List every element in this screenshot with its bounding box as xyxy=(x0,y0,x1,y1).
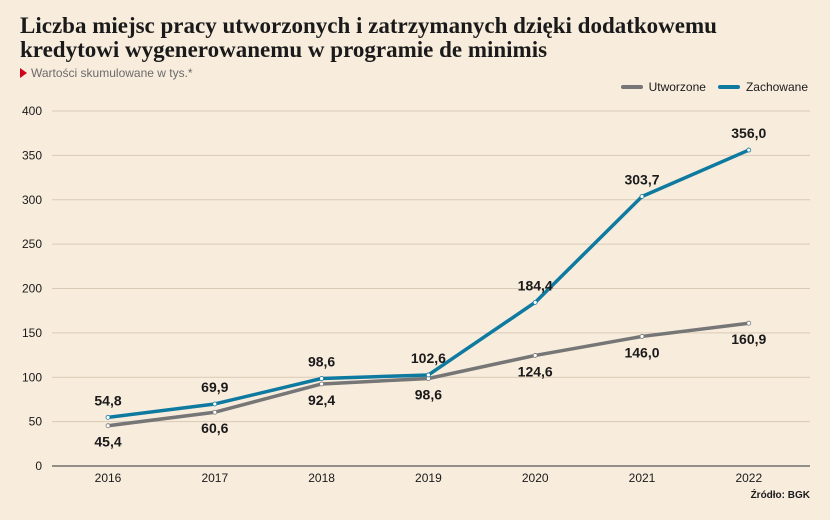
data-label: 60,6 xyxy=(201,420,228,436)
data-label: 98,6 xyxy=(415,386,442,402)
x-tick-label: 2021 xyxy=(629,471,656,485)
data-label: 92,4 xyxy=(308,392,335,408)
data-label: 356,0 xyxy=(731,125,766,141)
chart-title: Liczba miejsc pracy utworzonych i zatrzy… xyxy=(20,13,717,62)
x-tick-label: 2019 xyxy=(415,471,442,485)
y-tick-label: 100 xyxy=(22,370,42,384)
x-tick-label: 2016 xyxy=(95,471,122,485)
source-note: Źródło: BGK xyxy=(750,490,810,501)
x-tick-label: 2018 xyxy=(308,471,335,485)
data-point xyxy=(212,409,218,415)
y-tick-label: 350 xyxy=(22,148,42,162)
x-tick-label: 2020 xyxy=(522,471,549,485)
data-label: 45,4 xyxy=(94,434,121,450)
data-point xyxy=(319,381,325,387)
legend-item-zachowane: Zachowane xyxy=(717,80,808,94)
legend-label-zachowane: Zachowane xyxy=(745,80,808,94)
data-point xyxy=(105,414,111,420)
data-point xyxy=(212,401,218,407)
data-label: 98,6 xyxy=(308,353,335,369)
legend-item-utworzone: Utworzone xyxy=(620,80,706,94)
data-point xyxy=(746,320,752,326)
legend: Utworzone Zachowane xyxy=(609,80,808,94)
red-triangle-icon xyxy=(20,68,27,78)
data-point xyxy=(425,372,431,378)
x-tick-label: 2017 xyxy=(201,471,228,485)
data-point xyxy=(319,376,325,381)
y-tick-label: 0 xyxy=(35,459,42,473)
legend-swatch-zachowane xyxy=(717,85,740,89)
y-tick-label: 250 xyxy=(22,237,42,251)
data-point xyxy=(639,334,645,339)
y-tick-label: 300 xyxy=(22,193,42,207)
y-tick-label: 50 xyxy=(29,415,43,429)
data-point xyxy=(105,423,111,429)
legend-label-utworzone: Utworzone xyxy=(648,80,706,94)
data-label: 160,9 xyxy=(731,331,766,347)
data-label: 124,6 xyxy=(518,363,553,379)
x-tick-label: 2022 xyxy=(735,471,762,485)
data-label: 102,6 xyxy=(411,350,446,366)
chart-subtitle: Wartości skumulowane w tys.* xyxy=(20,66,193,80)
y-tick-label: 150 xyxy=(22,326,42,340)
subtitle-text: Wartości skumulowane w tys.* xyxy=(31,66,193,80)
legend-swatch-utworzone xyxy=(620,85,643,89)
data-label: 303,7 xyxy=(624,171,659,187)
y-tick-label: 400 xyxy=(22,104,42,118)
data-label: 54,8 xyxy=(94,392,121,408)
data-point xyxy=(532,353,538,358)
data-label: 146,0 xyxy=(624,344,659,360)
data-label: 184,4 xyxy=(518,277,553,293)
y-tick-label: 200 xyxy=(22,282,42,296)
data-point xyxy=(532,299,538,305)
data-point xyxy=(639,194,645,199)
data-point xyxy=(746,147,752,153)
data-label: 69,9 xyxy=(201,379,228,395)
